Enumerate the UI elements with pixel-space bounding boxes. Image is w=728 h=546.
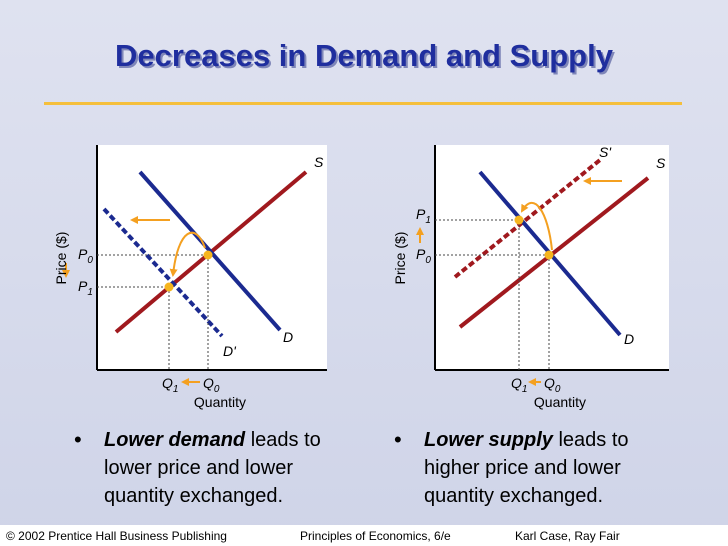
- right-p0-label: P: [416, 246, 426, 262]
- left-new-demand-label: D': [223, 343, 237, 359]
- right-new-supply-curve: [453, 158, 602, 279]
- bullet-dot: •: [394, 427, 402, 452]
- svg-text:P0: P0: [78, 246, 93, 266]
- bullet-text: leads to: [245, 429, 321, 451]
- bullet-text: quantity exchanged.: [424, 485, 604, 507]
- footer: © 2002 Prentice Hall Business Publishing…: [0, 525, 728, 546]
- right-curved-arrow: [521, 201, 553, 251]
- right-q1-sub: 1: [522, 384, 528, 395]
- right-p1-sub: 1: [425, 215, 431, 226]
- left-q1-sub: 1: [173, 384, 179, 395]
- right-supply-label: S: [656, 155, 666, 171]
- svg-text:P1: P1: [416, 206, 431, 226]
- left-diagram: Price ($) Quantity P0 P1 Q1 Q0 S D D': [53, 145, 327, 410]
- bullet-lower-supply: • Lower supply leads to higher price and…: [394, 426, 629, 510]
- footer-book: Principles of Economics, 6/e: [300, 529, 451, 543]
- left-curved-arrow: [169, 231, 206, 277]
- left-p0-sub: 0: [87, 255, 93, 266]
- right-q0-label: Q: [544, 375, 555, 391]
- right-supply-curve: [458, 176, 650, 329]
- footer-copyright: © 2002 Prentice Hall Business Publishing: [6, 529, 227, 543]
- right-initial-equilibrium: [544, 250, 554, 260]
- svg-text:P0: P0: [416, 246, 431, 266]
- bullet-bold: Lower demand: [104, 429, 246, 451]
- right-demand-label: D: [624, 331, 634, 347]
- right-x-axis-label: Quantity: [534, 394, 586, 410]
- right-y-axis-label: Price ($): [392, 232, 408, 285]
- left-plot-area: [97, 145, 327, 370]
- svg-text:Q1: Q1: [511, 375, 527, 395]
- svg-text:Q1: Q1: [162, 375, 178, 395]
- left-q0-sub: 0: [214, 384, 220, 395]
- left-new-demand-curve: [102, 207, 224, 338]
- right-p0-sub: 0: [425, 255, 431, 266]
- bullet-text: quantity exchanged.: [104, 485, 284, 507]
- footer-authors: Karl Case, Ray Fair: [515, 529, 620, 543]
- left-p1-sub: 1: [87, 287, 93, 298]
- svg-text:P1: P1: [78, 278, 93, 298]
- title-underline: [44, 102, 682, 105]
- left-q1-label: Q: [162, 375, 173, 391]
- left-demand-label: D: [283, 329, 293, 345]
- svg-text:Q0: Q0: [544, 375, 561, 395]
- left-x-axis-label: Quantity: [194, 394, 246, 410]
- left-new-equilibrium: [164, 282, 174, 292]
- bullet-text: leads to: [552, 429, 629, 451]
- bullet-text: higher price and lower: [424, 457, 621, 479]
- slide-title: Decreases in Demand and Supply: [115, 38, 613, 73]
- bullet-dot: •: [74, 427, 82, 452]
- right-diagram: Price ($) Quantity P1 P0 Q1 Q0 S' S D: [392, 144, 669, 410]
- svg-text:Q0: Q0: [203, 375, 220, 395]
- bullet-text: lower price and lower: [104, 457, 293, 479]
- left-p0-label: P: [78, 246, 88, 262]
- right-q1-label: Q: [511, 375, 522, 391]
- right-q0-sub: 0: [555, 384, 561, 395]
- left-q0-label: Q: [203, 375, 214, 391]
- right-new-supply-label: S': [599, 144, 612, 160]
- bullet-lower-demand: • Lower demand leads to lower price and …: [74, 426, 321, 510]
- left-supply-label: S: [314, 154, 324, 170]
- right-p1-label: P: [416, 206, 426, 222]
- bullet-bold: Lower supply: [424, 429, 553, 451]
- left-initial-equilibrium: [203, 250, 213, 260]
- right-new-equilibrium: [514, 215, 524, 225]
- left-p1-label: P: [78, 278, 88, 294]
- left-y-axis-label: Price ($): [53, 232, 69, 285]
